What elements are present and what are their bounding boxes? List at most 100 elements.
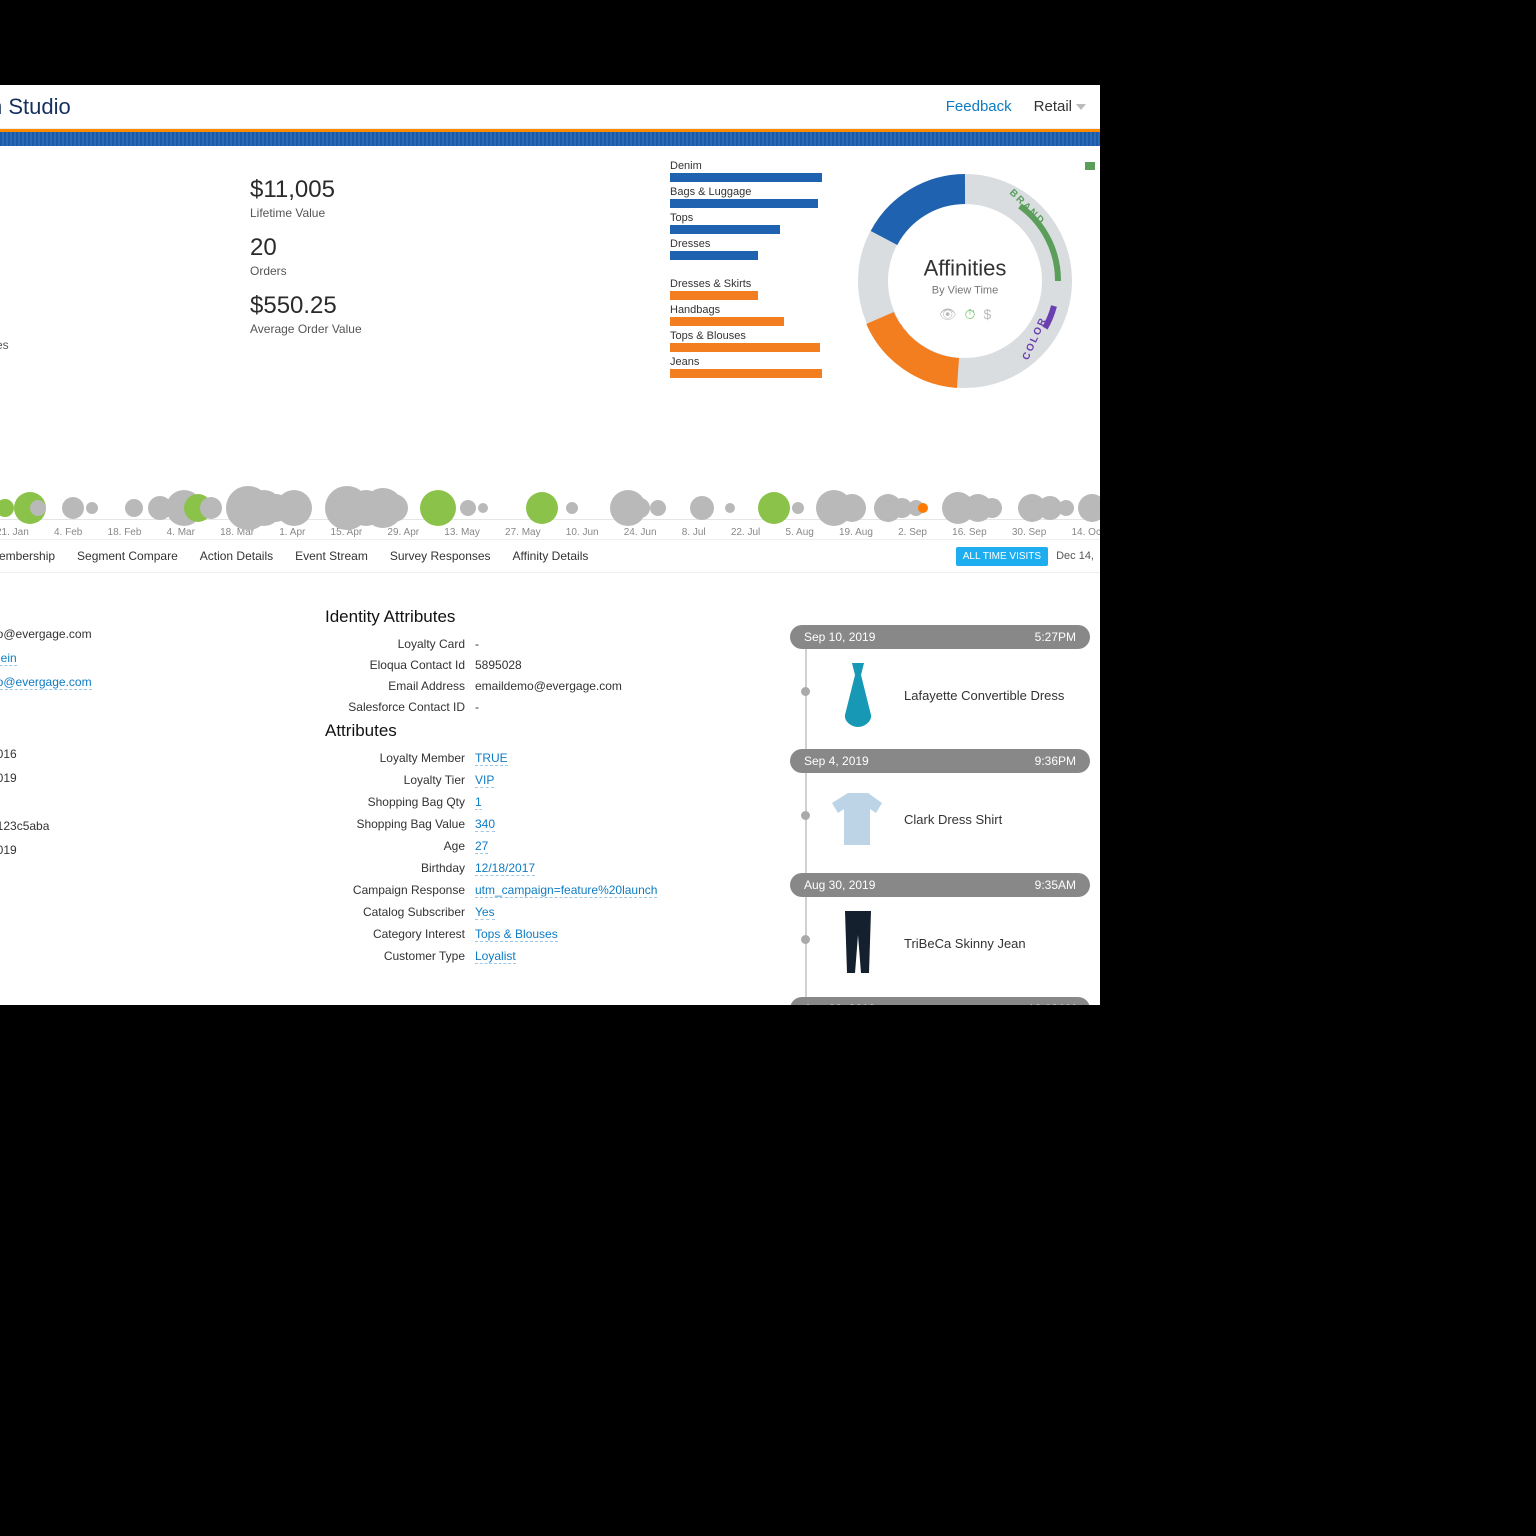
detail-tab[interactable]: Event Stream xyxy=(284,549,379,563)
attr-value[interactable]: TRUE xyxy=(475,751,508,766)
timeline-bubble[interactable] xyxy=(200,497,222,519)
timeline-bubble[interactable] xyxy=(460,500,476,516)
activity-event[interactable]: Aug 29, 201910:13AM xyxy=(790,997,1090,1005)
attr-key: Loyalty Member xyxy=(325,751,475,766)
timeline-date: 13. May xyxy=(444,527,480,538)
timeline-dot-icon xyxy=(801,935,810,944)
section-heading: Identity Attributes xyxy=(325,607,665,627)
overview-value: 2016 xyxy=(0,747,200,761)
timeline-bubble[interactable] xyxy=(982,498,1002,518)
section-heading: Attributes xyxy=(325,721,665,741)
timeline-bubble[interactable] xyxy=(650,500,666,516)
affinity-bar-row[interactable]: Tops & Blouses xyxy=(670,330,830,352)
activity-body: Clark Dress Shirt xyxy=(790,773,1090,865)
affinity-donut: Affinities By View Time 👁 ⏱ $ CLASS BRAN… xyxy=(840,156,1090,406)
timeline-bubble[interactable] xyxy=(758,492,790,524)
donut-title: Affinities xyxy=(924,256,1007,282)
timeline-date: 5. Aug xyxy=(785,527,813,538)
attr-key: Birthday xyxy=(325,861,475,876)
affinity-bar-label: Dresses & Skirts xyxy=(670,278,830,290)
attributes-column: Identity AttributesLoyalty Card-Eloqua C… xyxy=(325,607,665,971)
timeline-bubble[interactable] xyxy=(30,500,46,516)
timeline-bubble[interactable] xyxy=(125,499,143,517)
timeline-bubble[interactable] xyxy=(1078,494,1100,522)
timeline-bubble[interactable] xyxy=(290,498,310,518)
attr-value[interactable]: 1 xyxy=(475,795,482,810)
site-dropdown[interactable]: Retail xyxy=(1034,98,1086,115)
attr-value[interactable]: 12/18/2017 xyxy=(475,861,535,876)
overview-value[interactable]: no@evergage.com xyxy=(0,675,200,689)
affinity-bar-label: Handbags xyxy=(670,304,830,316)
timeline-bubble[interactable] xyxy=(526,492,558,524)
attr-value[interactable]: 27 xyxy=(475,839,488,854)
clock-icon[interactable]: ⏱ xyxy=(965,306,976,323)
attr-key: Shopping Bag Value xyxy=(325,817,475,832)
activity-date: Sep 10, 2019 xyxy=(804,630,875,644)
detail-tab[interactable]: Survey Responses xyxy=(379,549,502,563)
activity-event-header: Sep 4, 20199:36PM xyxy=(790,749,1090,773)
kpi-value: $11,005 xyxy=(250,176,362,204)
timeline-bubble[interactable] xyxy=(1058,500,1074,516)
affinity-bar-row[interactable]: Dresses xyxy=(670,238,830,260)
detail-tab[interactable]: Segment Compare xyxy=(66,549,189,563)
activity-event[interactable]: Aug 30, 20199:35AMTriBeCa Skinny Jean xyxy=(790,873,1090,989)
affinity-bar-row[interactable]: Handbags xyxy=(670,304,830,326)
affinity-bar-label: Bags & Luggage xyxy=(670,186,830,198)
detail-tab[interactable]: embership xyxy=(0,549,66,563)
attribute-row: Loyalty Card- xyxy=(325,637,665,651)
timeline-bubble[interactable] xyxy=(0,499,14,517)
affinity-bar-row[interactable]: Jeans xyxy=(670,356,830,378)
attr-value[interactable]: Yes xyxy=(475,905,495,920)
overview-value[interactable]: Klein xyxy=(0,651,200,665)
overview-value[interactable]: n xyxy=(0,699,200,713)
header-bar: n Studio Feedback Retail xyxy=(0,85,1100,129)
timeline-bubble[interactable] xyxy=(478,503,488,513)
timeline-bubble[interactable] xyxy=(630,498,650,518)
visits-filter-pill[interactable]: ALL TIME VISITS xyxy=(956,547,1048,566)
detail-tab[interactable]: Affinity Details xyxy=(502,549,600,563)
activity-event[interactable]: Sep 4, 20199:36PMClark Dress Shirt xyxy=(790,749,1090,865)
attr-key: Age xyxy=(325,839,475,854)
timeline-bubble[interactable] xyxy=(566,502,578,514)
feedback-link[interactable]: Feedback xyxy=(946,98,1012,115)
affinity-bar-row[interactable]: Bags & Luggage xyxy=(670,186,830,208)
timeline-bubble[interactable] xyxy=(62,497,84,519)
attribute-row: Loyalty MemberTRUE xyxy=(325,751,665,766)
attribute-row: Loyalty TierVIP xyxy=(325,773,665,788)
detail-tab[interactable]: Action Details xyxy=(189,549,284,563)
timeline-bubble[interactable] xyxy=(725,503,735,513)
affinity-bar-row[interactable]: Tops xyxy=(670,212,830,234)
timeline-date: 27. May xyxy=(505,527,541,538)
attr-value: - xyxy=(475,637,479,651)
affinity-bar xyxy=(670,251,758,260)
affinity-bar-row[interactable]: Denim xyxy=(670,160,830,182)
timeline-bubble[interactable] xyxy=(838,494,866,522)
timeline-date: 24. Jun xyxy=(624,527,657,538)
timeline-date: 1. Apr xyxy=(279,527,305,538)
activity-event[interactable]: Sep 10, 20195:27PMLafayette Convertible … xyxy=(790,625,1090,741)
attr-key: Campaign Response xyxy=(325,883,475,898)
timeline-date: 4. Mar xyxy=(167,527,195,538)
attr-value[interactable]: 340 xyxy=(475,817,495,832)
attribute-row: Email Addressemaildemo@evergage.com xyxy=(325,679,665,693)
attribute-row: Salesforce Contact ID- xyxy=(325,700,665,714)
attr-value[interactable]: Tops & Blouses xyxy=(475,927,558,942)
affinity-bar-row[interactable]: Dresses & Skirts xyxy=(670,278,830,300)
timeline-bubble[interactable] xyxy=(420,490,456,526)
timeline-bubble[interactable] xyxy=(918,503,928,513)
kpi-value: $550.25 xyxy=(250,292,362,320)
timeline-bubble[interactable] xyxy=(792,502,804,514)
product-thumb xyxy=(830,659,886,731)
dollar-icon[interactable]: $ xyxy=(983,306,991,323)
attr-value[interactable]: Loyalist xyxy=(475,949,516,964)
eye-icon[interactable]: 👁 xyxy=(939,306,957,323)
attr-value[interactable]: VIP xyxy=(475,773,494,788)
activity-time: 9:36PM xyxy=(1035,754,1076,768)
attr-value[interactable]: utm_campaign=feature%20launch xyxy=(475,883,657,898)
timeline-bubble[interactable] xyxy=(86,502,98,514)
timeline-bubble[interactable] xyxy=(380,494,408,522)
timeline-bubble[interactable] xyxy=(690,496,714,520)
date-range-label: Dec 14, xyxy=(1056,550,1100,562)
activity-event-header: Aug 29, 201910:13AM xyxy=(790,997,1090,1005)
overview-left-column: no@evergage.comKleinno@evergage.comn 201… xyxy=(0,627,200,867)
